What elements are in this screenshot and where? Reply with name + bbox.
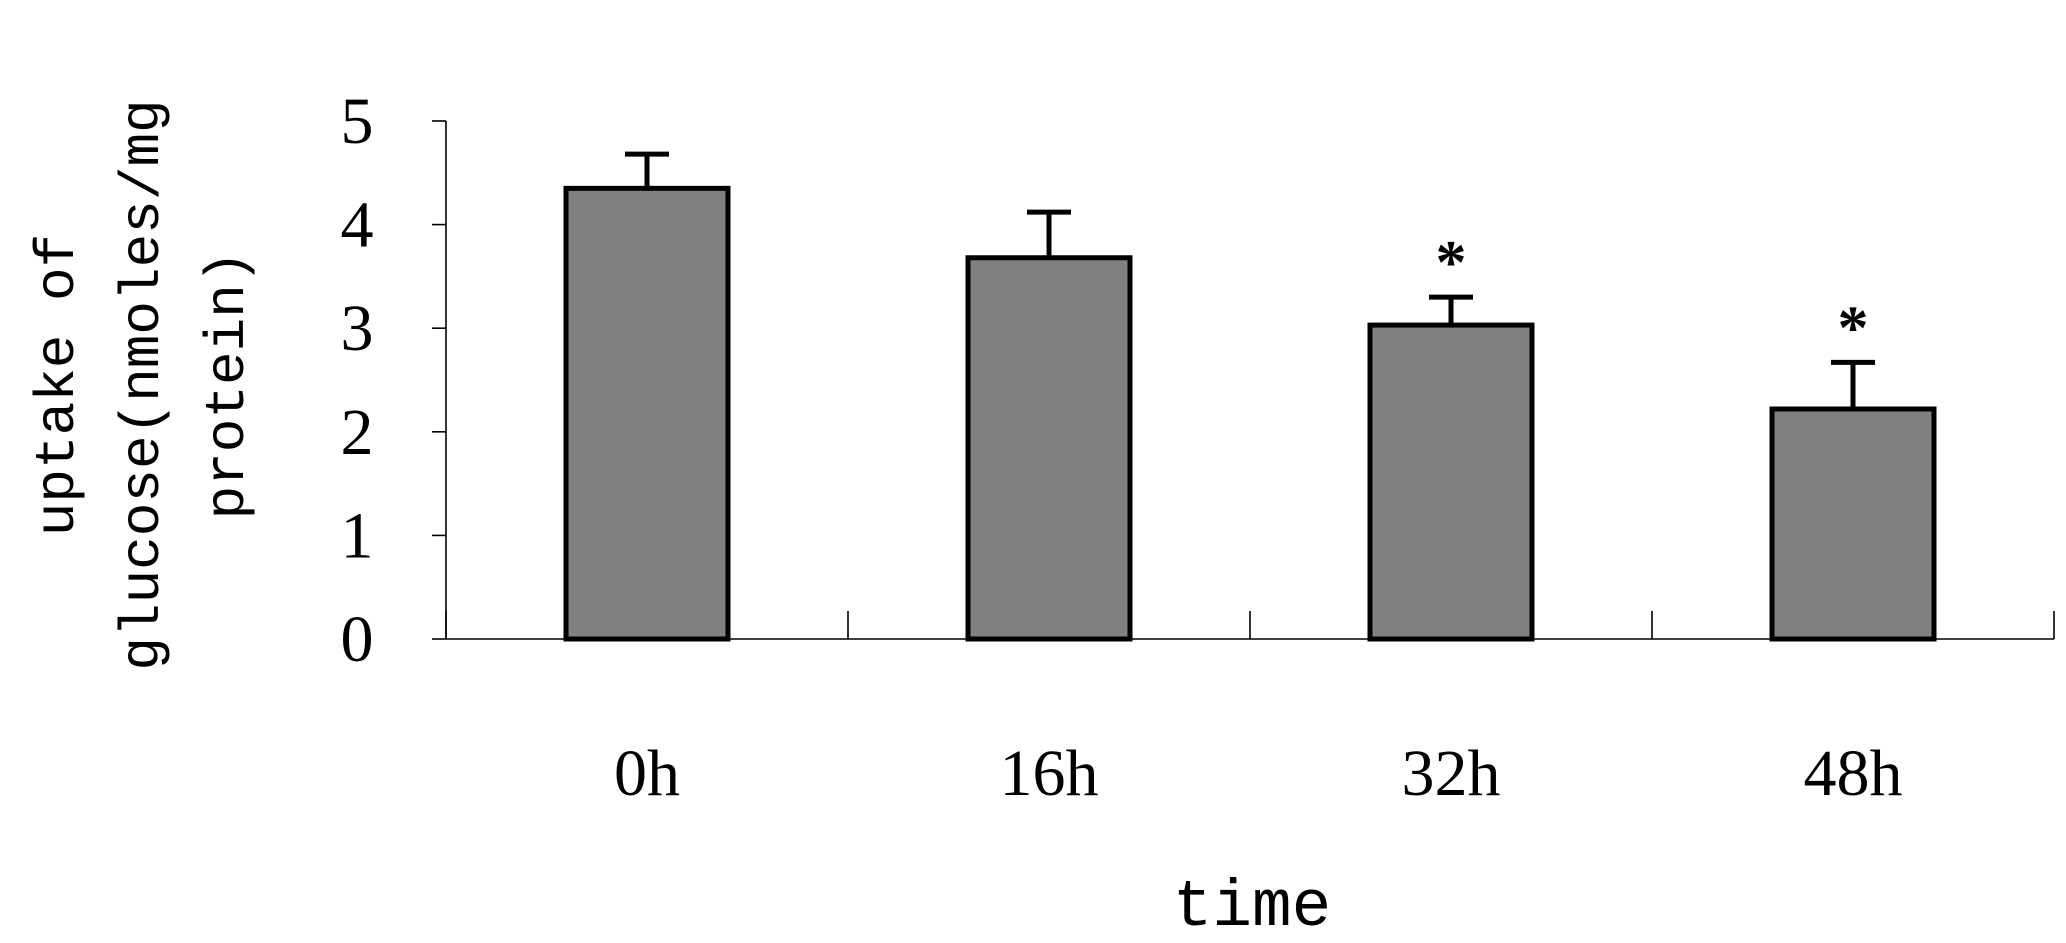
x-axis: 0h 16h 32h 48h (445, 611, 2055, 810)
y-axis-title-line-1: uptake of (26, 234, 90, 536)
y-tick-label: 2 (341, 396, 374, 469)
y-axis: 0 1 2 3 4 5 (341, 85, 447, 676)
y-tick-label: 3 (341, 292, 374, 365)
x-axis-title: time (1173, 870, 1331, 943)
y-tick-label: 5 (341, 85, 374, 158)
bar-series: ** (563, 151, 1937, 642)
bar-32h (1367, 322, 1535, 642)
x-tick-label: 16h (1000, 737, 1099, 810)
y-axis-title-line-3: protein) (196, 251, 260, 520)
x-tick-label: 48h (1804, 737, 1903, 810)
y-tick-label: 4 (341, 189, 374, 262)
bar-0h (563, 185, 731, 642)
significance-marker: * (1436, 229, 1467, 297)
bar-16h (965, 255, 1133, 642)
y-tick-label: 1 (341, 499, 374, 572)
bar-48h (1769, 406, 1937, 642)
y-tick-label: 0 (341, 603, 374, 676)
y-axis-title: uptake of glucose(nmoles/mg protein) (26, 99, 260, 670)
x-tick-label: 32h (1402, 737, 1501, 810)
y-axis-title-line-2: glucose(nmoles/mg (111, 99, 175, 670)
significance-marker: * (1838, 294, 1869, 362)
x-tick-label: 0h (614, 737, 680, 810)
